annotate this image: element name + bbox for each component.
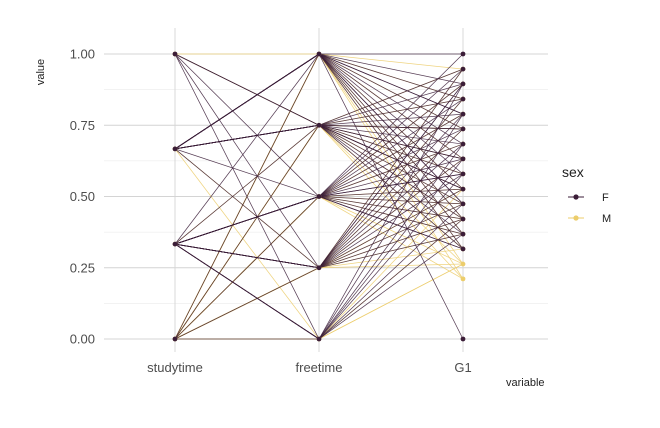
x-tick-label: G1 bbox=[454, 360, 471, 375]
data-point-f bbox=[172, 146, 178, 152]
data-point-f bbox=[316, 51, 322, 57]
data-point-f bbox=[316, 194, 322, 199]
data-point-f bbox=[460, 66, 466, 72]
y-axis-ticks: 0.00 0.25 0.50 0.75 1.00 bbox=[70, 47, 95, 347]
data-point-f bbox=[460, 126, 466, 132]
data-point-f bbox=[460, 156, 466, 162]
data-point-f bbox=[172, 241, 178, 247]
x-tick-label: freetime bbox=[296, 360, 343, 375]
data-point-f bbox=[460, 336, 466, 342]
data-point-f bbox=[460, 186, 466, 192]
y-tick-label: 0.25 bbox=[70, 260, 95, 275]
x-tick-label: studytime bbox=[147, 360, 203, 375]
series-points bbox=[172, 51, 466, 342]
x-axis-ticks: studytime freetime G1 bbox=[147, 360, 471, 375]
legend-key-point bbox=[573, 194, 579, 200]
x-axis-title: variable bbox=[506, 377, 545, 389]
data-point-f bbox=[460, 81, 466, 87]
y-tick-label: 0.50 bbox=[70, 189, 95, 204]
data-point-f bbox=[460, 51, 466, 57]
y-axis-title: value bbox=[35, 59, 47, 85]
legend-label: M bbox=[602, 213, 611, 225]
legend: sex FM bbox=[562, 164, 611, 225]
legend-key-point bbox=[573, 215, 579, 221]
data-point-f bbox=[460, 246, 466, 252]
legend-label: F bbox=[602, 192, 609, 204]
data-point-f bbox=[172, 51, 178, 57]
y-tick-label: 1.00 bbox=[70, 47, 95, 62]
data-point-f bbox=[460, 96, 466, 102]
data-point-f bbox=[460, 216, 466, 222]
data-point-f bbox=[316, 336, 322, 342]
data-point-f bbox=[460, 171, 466, 177]
data-point-f bbox=[460, 111, 466, 117]
y-tick-label: 0.75 bbox=[70, 118, 95, 133]
data-point-f bbox=[316, 122, 322, 128]
data-point-f bbox=[316, 265, 322, 271]
data-point-f bbox=[460, 141, 466, 147]
data-point-f bbox=[172, 336, 178, 342]
y-tick-label: 0.00 bbox=[70, 332, 95, 347]
data-point-f bbox=[460, 201, 466, 207]
data-point-m bbox=[460, 276, 466, 282]
data-point-m bbox=[460, 261, 466, 267]
legend-title: sex bbox=[562, 164, 584, 180]
data-point-f bbox=[460, 231, 466, 237]
